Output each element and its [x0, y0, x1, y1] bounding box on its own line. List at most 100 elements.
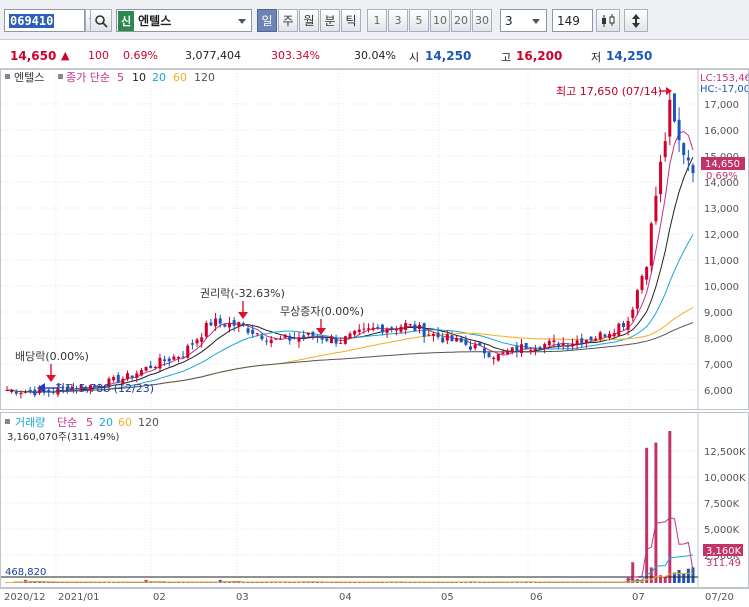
candle-body	[190, 343, 194, 345]
count-input[interactable]: 149	[552, 9, 593, 32]
candle-body	[640, 276, 644, 290]
volume-bar	[121, 582, 125, 583]
candle-body	[10, 389, 14, 393]
stock-code-input[interactable]: 069410	[4, 9, 85, 32]
candle-body	[686, 157, 690, 161]
candle-body	[316, 336, 320, 338]
quote-bar: 14,650 ▲ 100 0.69% 3,077,404 303.34% 30.…	[0, 41, 749, 69]
minute-option-10[interactable]: 10	[430, 9, 450, 32]
candle-body	[172, 356, 176, 360]
volume-bar	[668, 431, 672, 583]
lc-label: LC:153,46	[700, 73, 748, 84]
candle-body	[376, 326, 380, 328]
tab-daily[interactable]: 일	[257, 9, 277, 32]
volume-bar	[56, 582, 60, 583]
event-rights: 권리락(-32.63%)	[200, 287, 285, 300]
price-chart[interactable]: 17,00016,00015,00014,00013,00012,00011,0…	[1, 70, 749, 409]
candle-body	[431, 333, 435, 336]
candle-body	[561, 343, 565, 346]
candle-body	[357, 329, 361, 333]
volume-left-value: 468,820	[5, 567, 46, 578]
volume-tick-label: 10,000K	[704, 473, 746, 484]
volume-gridlines	[1, 413, 698, 587]
candle-body	[422, 323, 426, 337]
price-tick-label: 11,000	[704, 256, 739, 267]
minute-option-5[interactable]: 5	[409, 9, 429, 32]
candle-body	[510, 347, 514, 352]
tab-tick[interactable]: 틱	[341, 9, 361, 32]
scale-toggle-button[interactable]	[624, 9, 648, 32]
candle-body	[14, 392, 18, 394]
candle-body	[450, 335, 454, 342]
volume-ma-lines	[7, 517, 694, 583]
candle-type-button[interactable]	[596, 9, 620, 32]
candle-body	[353, 330, 357, 335]
x-label: 06	[530, 592, 543, 603]
legend-ma60: 60	[173, 71, 187, 84]
candle-body	[663, 141, 667, 158]
arrow-right-icon	[666, 87, 672, 95]
volume-bar	[232, 582, 236, 583]
candle-body	[24, 391, 28, 393]
legend-vol-ma120: 120	[138, 416, 159, 429]
interval-select[interactable]: 3	[500, 9, 547, 32]
price-axis-ticks: 17,00016,00015,00014,00013,00012,00011,0…	[704, 100, 739, 397]
candle-body	[334, 337, 338, 344]
volume-chart-panel[interactable]: 12,500K 10,000K 7,500K 5,000K 2,500K 거래량 단순 …	[0, 412, 749, 588]
price-chart-panel[interactable]: 17,00016,00015,00014,00013,00012,00011,0…	[0, 69, 749, 410]
volume-bar	[469, 582, 473, 583]
price-change-pct: 0.69%	[123, 49, 158, 62]
candle-body	[682, 143, 686, 155]
tab-minute[interactable]: 분	[320, 9, 340, 32]
candle-body	[70, 387, 74, 390]
candle-body	[478, 342, 482, 346]
candle-body	[79, 385, 83, 389]
candle-body	[649, 223, 653, 266]
tab-monthly[interactable]: 월	[299, 9, 319, 32]
candle-body	[506, 351, 510, 355]
candle-body	[408, 324, 412, 326]
candle-body	[112, 377, 116, 381]
candle-body	[98, 386, 102, 388]
volume-bar	[533, 582, 537, 583]
candle-body	[278, 338, 282, 340]
stock-name-field[interactable]: 신 엔텔스	[116, 9, 252, 32]
candle-body	[126, 373, 130, 380]
minute-option-30[interactable]: 30	[472, 9, 492, 32]
candle-body	[227, 322, 231, 328]
candle-body	[598, 332, 602, 340]
open-price: 14,250	[425, 49, 472, 63]
volume-tick-label: 5,000K	[704, 525, 740, 536]
candle-body	[107, 378, 111, 387]
candle-body	[311, 331, 315, 336]
open-label: 시	[409, 51, 420, 64]
candle-body	[274, 338, 278, 340]
x-label: 2021/01	[58, 592, 100, 603]
candle-body	[283, 334, 287, 338]
candle-body	[520, 344, 523, 354]
legend-ma20: 20	[152, 71, 166, 84]
candle-body	[260, 335, 264, 340]
candle-body	[362, 328, 366, 330]
candle-body	[487, 352, 491, 358]
price-tick-label: 8,000	[704, 334, 733, 345]
volume-tick-label: 2,500K	[704, 551, 740, 562]
candle-body	[139, 370, 143, 376]
tab-weekly[interactable]: 주	[278, 9, 298, 32]
minute-option-1[interactable]: 1	[367, 9, 387, 32]
candle-body	[158, 357, 162, 369]
candle-body	[473, 344, 477, 349]
volume-bar	[51, 582, 55, 583]
minute-option-3[interactable]: 3	[388, 9, 408, 32]
volume-bar	[362, 582, 366, 583]
candle-body	[524, 343, 528, 350]
minute-option-20[interactable]: 20	[451, 9, 471, 32]
volume-bar	[353, 582, 357, 583]
search-button[interactable]	[90, 9, 112, 32]
candle-body	[163, 359, 167, 362]
candle-body	[325, 338, 329, 341]
x-label: 07/20	[705, 592, 734, 603]
volume-bar	[107, 582, 111, 583]
candle-body	[232, 320, 236, 326]
